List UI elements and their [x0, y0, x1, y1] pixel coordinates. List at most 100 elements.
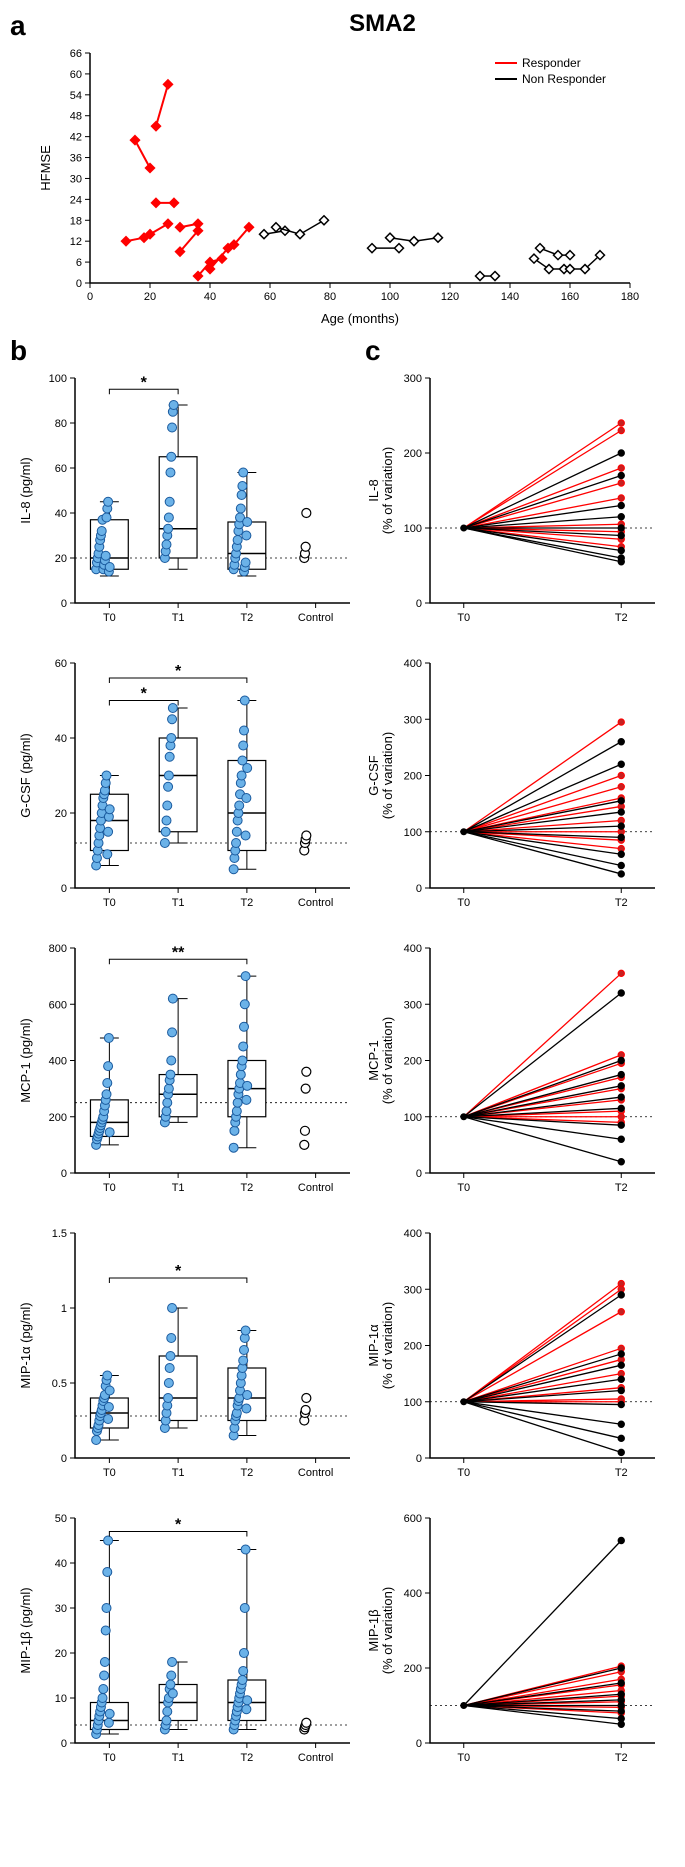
svg-text:1: 1 — [61, 1303, 67, 1315]
svg-text:200: 200 — [404, 448, 422, 460]
svg-text:24: 24 — [70, 194, 82, 206]
svg-text:T0: T0 — [103, 1467, 116, 1479]
svg-text:Responder: Responder — [522, 56, 581, 70]
svg-text:100: 100 — [49, 373, 67, 385]
svg-text:T0: T0 — [103, 612, 116, 624]
svg-text:1.5: 1.5 — [52, 1228, 67, 1240]
panel-label-a: a — [10, 10, 26, 42]
svg-text:T2: T2 — [240, 1752, 253, 1764]
svg-text:T1: T1 — [172, 1752, 185, 1764]
panel-c-lines: 0200400600T0T2MIP-1β(% of variation) — [360, 1493, 670, 1773]
svg-text:80: 80 — [55, 418, 67, 430]
svg-text:T0: T0 — [457, 1182, 470, 1194]
svg-text:0: 0 — [416, 1453, 422, 1465]
svg-text:T0: T0 — [103, 897, 116, 909]
svg-text:*: * — [141, 374, 148, 391]
svg-text:0: 0 — [61, 1453, 67, 1465]
svg-text:T0: T0 — [457, 1752, 470, 1764]
svg-text:0: 0 — [416, 598, 422, 610]
svg-text:20: 20 — [55, 808, 67, 820]
svg-text:54: 54 — [70, 90, 82, 102]
svg-text:(% of variation): (% of variation) — [380, 732, 395, 819]
svg-text:200: 200 — [404, 1056, 422, 1068]
svg-text:G-CSF (pg/ml): G-CSF (pg/ml) — [18, 733, 33, 818]
svg-text:T1: T1 — [172, 1467, 185, 1479]
svg-text:300: 300 — [404, 373, 422, 385]
panel-b-boxplot: 00.511.5T0T1T2ControlMIP-1α (pg/ml)* — [10, 1208, 360, 1488]
svg-text:400: 400 — [49, 1056, 67, 1068]
svg-text:30: 30 — [55, 1603, 67, 1615]
svg-text:T2: T2 — [615, 1182, 628, 1194]
svg-text:300: 300 — [404, 714, 422, 726]
chart-row: 0204060T0T1T2ControlG-CSF (pg/ml)**01002… — [10, 638, 675, 918]
svg-text:20: 20 — [55, 1648, 67, 1660]
svg-text:50: 50 — [55, 1513, 67, 1525]
panel-a-chart: 0204060801001201401601800612182430364248… — [10, 43, 650, 333]
svg-text:0: 0 — [76, 278, 82, 290]
svg-text:100: 100 — [404, 1112, 422, 1124]
svg-text:T2: T2 — [240, 897, 253, 909]
svg-text:0: 0 — [61, 598, 67, 610]
svg-text:48: 48 — [70, 111, 82, 123]
svg-text:20: 20 — [55, 553, 67, 565]
svg-text:100: 100 — [381, 291, 399, 303]
panel-c-lines: 0100200300400T0T2G-CSF(% of variation) — [360, 638, 670, 918]
svg-text:140: 140 — [501, 291, 519, 303]
svg-text:18: 18 — [70, 215, 82, 227]
svg-text:G-CSF: G-CSF — [366, 755, 381, 796]
chart-row: 020406080100T0T1T2ControlIL-8 (pg/ml)*01… — [10, 353, 675, 633]
panel-c-lines: 0100200300T0T2IL-8(% of variation) — [360, 353, 670, 633]
chart-row: 0200400600800T0T1T2ControlMCP-1 (pg/ml)*… — [10, 923, 675, 1203]
svg-text:Control: Control — [298, 1182, 333, 1194]
svg-text:60: 60 — [70, 69, 82, 81]
svg-text:20: 20 — [144, 291, 156, 303]
svg-text:(% of variation): (% of variation) — [380, 1017, 395, 1104]
svg-text:HFMSE: HFMSE — [38, 145, 53, 191]
svg-text:T1: T1 — [172, 897, 185, 909]
svg-text:400: 400 — [404, 1228, 422, 1240]
svg-text:60: 60 — [264, 291, 276, 303]
svg-text:42: 42 — [70, 132, 82, 144]
svg-text:400: 400 — [404, 658, 422, 670]
svg-text:36: 36 — [70, 153, 82, 165]
svg-text:6: 6 — [76, 257, 82, 269]
svg-text:100: 100 — [404, 827, 422, 839]
svg-text:*: * — [175, 663, 182, 680]
svg-text:T2: T2 — [240, 1467, 253, 1479]
panel-label-b: b — [10, 335, 27, 367]
svg-text:200: 200 — [404, 1663, 422, 1675]
svg-text:MIP-1β: MIP-1β — [366, 1609, 381, 1651]
svg-text:60: 60 — [55, 658, 67, 670]
svg-text:T0: T0 — [457, 897, 470, 909]
svg-text:0: 0 — [416, 1168, 422, 1180]
svg-text:Control: Control — [298, 897, 333, 909]
svg-text:600: 600 — [404, 1513, 422, 1525]
svg-text:T2: T2 — [240, 1182, 253, 1194]
panel-label-c: c — [365, 335, 381, 367]
svg-text:40: 40 — [55, 508, 67, 520]
svg-text:(% of variation): (% of variation) — [380, 1302, 395, 1389]
svg-text:T1: T1 — [172, 612, 185, 624]
svg-text:300: 300 — [404, 999, 422, 1011]
svg-text:200: 200 — [49, 1112, 67, 1124]
svg-text:*: * — [175, 1517, 182, 1534]
svg-text:10: 10 — [55, 1693, 67, 1705]
svg-text:IL-8 (pg/ml): IL-8 (pg/ml) — [18, 457, 33, 523]
svg-text:400: 400 — [404, 1588, 422, 1600]
svg-text:Control: Control — [298, 1752, 333, 1764]
svg-text:*: * — [141, 686, 148, 703]
svg-text:**: ** — [172, 944, 185, 961]
svg-text:40: 40 — [55, 1558, 67, 1570]
svg-text:0: 0 — [61, 1738, 67, 1750]
svg-text:(% of variation): (% of variation) — [380, 1587, 395, 1674]
svg-text:0.5: 0.5 — [52, 1378, 67, 1390]
svg-text:0: 0 — [87, 291, 93, 303]
svg-text:Control: Control — [298, 612, 333, 624]
svg-text:T2: T2 — [240, 612, 253, 624]
svg-text:T0: T0 — [457, 612, 470, 624]
chart-rows: 020406080100T0T1T2ControlIL-8 (pg/ml)*01… — [10, 353, 675, 1773]
svg-text:T0: T0 — [103, 1752, 116, 1764]
svg-text:T0: T0 — [103, 1182, 116, 1194]
panel-b-boxplot: 020406080100T0T1T2ControlIL-8 (pg/ml)* — [10, 353, 360, 633]
svg-text:100: 100 — [404, 1397, 422, 1409]
